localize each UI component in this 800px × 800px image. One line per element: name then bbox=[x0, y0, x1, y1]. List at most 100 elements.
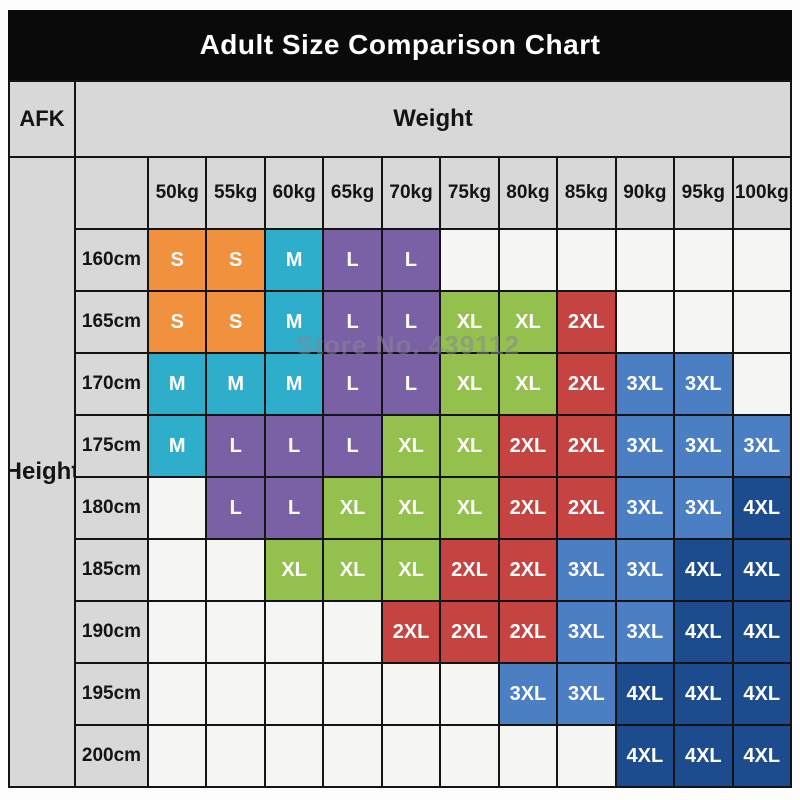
size-cell-l: L bbox=[382, 292, 440, 352]
size-cell-l: L bbox=[382, 354, 440, 414]
size-cell-l: L bbox=[324, 292, 381, 352]
size-cell-xl: XL bbox=[382, 416, 440, 476]
size-cell-3xl: 3XL bbox=[616, 602, 674, 662]
size-cell-xl: XL bbox=[441, 292, 498, 352]
empty-cell bbox=[265, 664, 323, 724]
size-cell-2xl: 2XL bbox=[499, 416, 557, 476]
size-cell-4xl: 4XL bbox=[733, 540, 790, 600]
col-header-85kg: 85kg bbox=[558, 158, 615, 228]
size-cell-m: M bbox=[265, 292, 323, 352]
empty-cell bbox=[616, 292, 674, 352]
empty-cell bbox=[441, 726, 498, 786]
size-cell-4xl: 4XL bbox=[616, 726, 674, 786]
size-cell-2xl: 2XL bbox=[499, 602, 557, 662]
size-cell-m: M bbox=[207, 354, 264, 414]
col-header-50kg: 50kg bbox=[149, 158, 206, 228]
empty-cell bbox=[675, 230, 732, 290]
empty-cell bbox=[558, 726, 615, 786]
empty-cell bbox=[382, 726, 440, 786]
size-cell-s: S bbox=[149, 292, 206, 352]
empty-cell bbox=[207, 602, 264, 662]
empty-cell bbox=[149, 602, 206, 662]
col-header-90kg: 90kg bbox=[616, 158, 674, 228]
size-cell-xl: XL bbox=[265, 540, 323, 600]
empty-cell bbox=[324, 726, 381, 786]
size-cell-m: M bbox=[265, 354, 323, 414]
empty-cell bbox=[616, 230, 674, 290]
empty-cell bbox=[207, 664, 264, 724]
size-cell-l: L bbox=[265, 478, 323, 538]
row-header-200cm: 200cm bbox=[76, 726, 147, 786]
empty-cell bbox=[558, 230, 615, 290]
size-cell-3xl: 3XL bbox=[616, 478, 674, 538]
row-header-185cm: 185cm bbox=[76, 540, 147, 600]
row-header-175cm: 175cm bbox=[76, 416, 147, 476]
size-cell-l: L bbox=[324, 354, 381, 414]
size-cell-4xl: 4XL bbox=[733, 664, 790, 724]
empty-cell bbox=[499, 230, 557, 290]
blank-header-cell bbox=[76, 158, 147, 228]
empty-cell bbox=[441, 230, 498, 290]
col-header-95kg: 95kg bbox=[675, 158, 732, 228]
row-header-170cm: 170cm bbox=[76, 354, 147, 414]
size-cell-4xl: 4XL bbox=[733, 478, 790, 538]
size-cell-l: L bbox=[382, 230, 440, 290]
size-cell-xl: XL bbox=[441, 354, 498, 414]
size-cell-3xl: 3XL bbox=[616, 540, 674, 600]
size-cell-m: M bbox=[265, 230, 323, 290]
size-cell-4xl: 4XL bbox=[675, 540, 732, 600]
size-cell-3xl: 3XL bbox=[675, 478, 732, 538]
size-cell-l: L bbox=[207, 416, 264, 476]
row-header-190cm: 190cm bbox=[76, 602, 147, 662]
empty-cell bbox=[441, 664, 498, 724]
size-cell-s: S bbox=[149, 230, 206, 290]
size-cell-2xl: 2XL bbox=[558, 354, 615, 414]
size-cell-2xl: 2XL bbox=[558, 292, 615, 352]
empty-cell bbox=[733, 354, 790, 414]
chart-title: Adult Size Comparison Chart bbox=[199, 29, 601, 60]
size-cell-3xl: 3XL bbox=[558, 664, 615, 724]
size-cell-xl: XL bbox=[441, 478, 498, 538]
size-cell-2xl: 2XL bbox=[382, 602, 440, 662]
empty-cell bbox=[207, 726, 264, 786]
empty-cell bbox=[382, 664, 440, 724]
row-header-195cm: 195cm bbox=[76, 664, 147, 724]
col-header-75kg: 75kg bbox=[441, 158, 498, 228]
empty-cell bbox=[733, 230, 790, 290]
empty-cell bbox=[149, 726, 206, 786]
col-header-65kg: 65kg bbox=[324, 158, 381, 228]
size-cell-2xl: 2XL bbox=[441, 602, 498, 662]
size-cell-xl: XL bbox=[324, 478, 381, 538]
size-cell-s: S bbox=[207, 230, 264, 290]
size-cell-3xl: 3XL bbox=[675, 354, 732, 414]
col-header-100kg: 100kg bbox=[733, 158, 790, 228]
empty-cell bbox=[265, 726, 323, 786]
size-comparison-table: AFK Weight Height 50kg55kg60kg65kg70kg75… bbox=[8, 80, 792, 788]
size-cell-2xl: 2XL bbox=[499, 540, 557, 600]
col-header-80kg: 80kg bbox=[499, 158, 557, 228]
row-header-165cm: 165cm bbox=[76, 292, 147, 352]
size-cell-xl: XL bbox=[441, 416, 498, 476]
empty-cell bbox=[207, 540, 264, 600]
size-cell-3xl: 3XL bbox=[558, 540, 615, 600]
col-header-60kg: 60kg bbox=[265, 158, 323, 228]
chart-title-bar: Adult Size Comparison Chart bbox=[8, 10, 792, 80]
size-cell-2xl: 2XL bbox=[499, 478, 557, 538]
size-cell-4xl: 4XL bbox=[733, 602, 790, 662]
size-cell-2xl: 2XL bbox=[558, 478, 615, 538]
size-cell-4xl: 4XL bbox=[733, 726, 790, 786]
size-cell-s: S bbox=[207, 292, 264, 352]
size-cell-4xl: 4XL bbox=[675, 726, 732, 786]
size-cell-3xl: 3XL bbox=[616, 354, 674, 414]
size-cell-l: L bbox=[324, 230, 381, 290]
size-cell-3xl: 3XL bbox=[675, 416, 732, 476]
size-cell-xl: XL bbox=[324, 540, 381, 600]
empty-cell bbox=[149, 664, 206, 724]
empty-cell bbox=[149, 478, 206, 538]
size-cell-2xl: 2XL bbox=[558, 416, 615, 476]
empty-cell bbox=[733, 292, 790, 352]
col-header-70kg: 70kg bbox=[382, 158, 440, 228]
size-cell-l: L bbox=[324, 416, 381, 476]
empty-cell bbox=[675, 292, 732, 352]
